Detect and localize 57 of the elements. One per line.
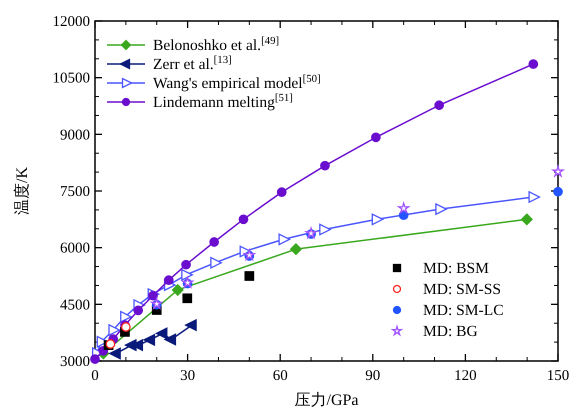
x-tick-label: 90	[365, 368, 380, 384]
legend-label: MD: BSM	[423, 260, 490, 277]
point	[371, 132, 381, 142]
point	[553, 186, 563, 197]
point	[290, 243, 302, 256]
point	[210, 256, 222, 269]
point	[520, 213, 533, 226]
x-tick-label: 60	[272, 368, 288, 384]
point	[172, 284, 184, 296]
point	[276, 187, 287, 197]
point	[164, 334, 176, 346]
point	[434, 100, 444, 110]
x-tick-label: 120	[454, 368, 477, 384]
y-axis-title: 温度/K	[13, 166, 31, 215]
x-axis-title: 压力/GPa	[294, 391, 358, 409]
legend-label: Zerr et al.$^{[13]}$	[153, 54, 232, 73]
legend-label: MD: SM-LC	[423, 302, 504, 319]
point	[319, 224, 331, 236]
y-tick-label: 10500	[52, 70, 90, 87]
y-tick-label: 6000	[60, 240, 90, 257]
point	[108, 324, 120, 336]
y-tick-label: 9000	[60, 127, 90, 144]
point	[528, 59, 538, 69]
point	[372, 213, 384, 226]
point	[398, 202, 410, 214]
point	[209, 237, 219, 247]
y-tick-label: 4500	[60, 297, 90, 314]
point	[109, 348, 121, 360]
point	[238, 214, 248, 224]
point	[244, 271, 254, 281]
point	[164, 275, 174, 286]
x-tick-label: 150	[546, 368, 570, 384]
point	[182, 293, 192, 304]
legend-label: Wang's empirical model$^{[50]}$	[153, 73, 321, 92]
point	[320, 160, 330, 171]
point	[278, 234, 290, 246]
point	[435, 203, 447, 215]
point	[148, 290, 158, 300]
point	[181, 260, 191, 270]
point	[185, 319, 197, 331]
x-tick-label: 0	[91, 368, 99, 384]
y-tick-label: 3000	[60, 354, 90, 370]
point	[120, 310, 132, 323]
legend-label: MD: BG	[423, 323, 478, 340]
point	[528, 191, 540, 203]
legend-label: Belonoshko et al.$^{[49]}$	[153, 35, 280, 54]
point	[181, 269, 193, 281]
legend-label: Lindemann melting$^{[51]}$	[153, 92, 293, 111]
point	[133, 306, 144, 316]
y-tick-label: 12000	[52, 14, 90, 30]
y-tick-label: 7500	[60, 184, 90, 200]
point	[156, 328, 168, 340]
point	[90, 354, 100, 364]
point	[143, 334, 156, 346]
point	[552, 166, 564, 177]
x-tick-label: 30	[180, 368, 196, 384]
legend-label: MD: SM-SS	[423, 281, 501, 298]
